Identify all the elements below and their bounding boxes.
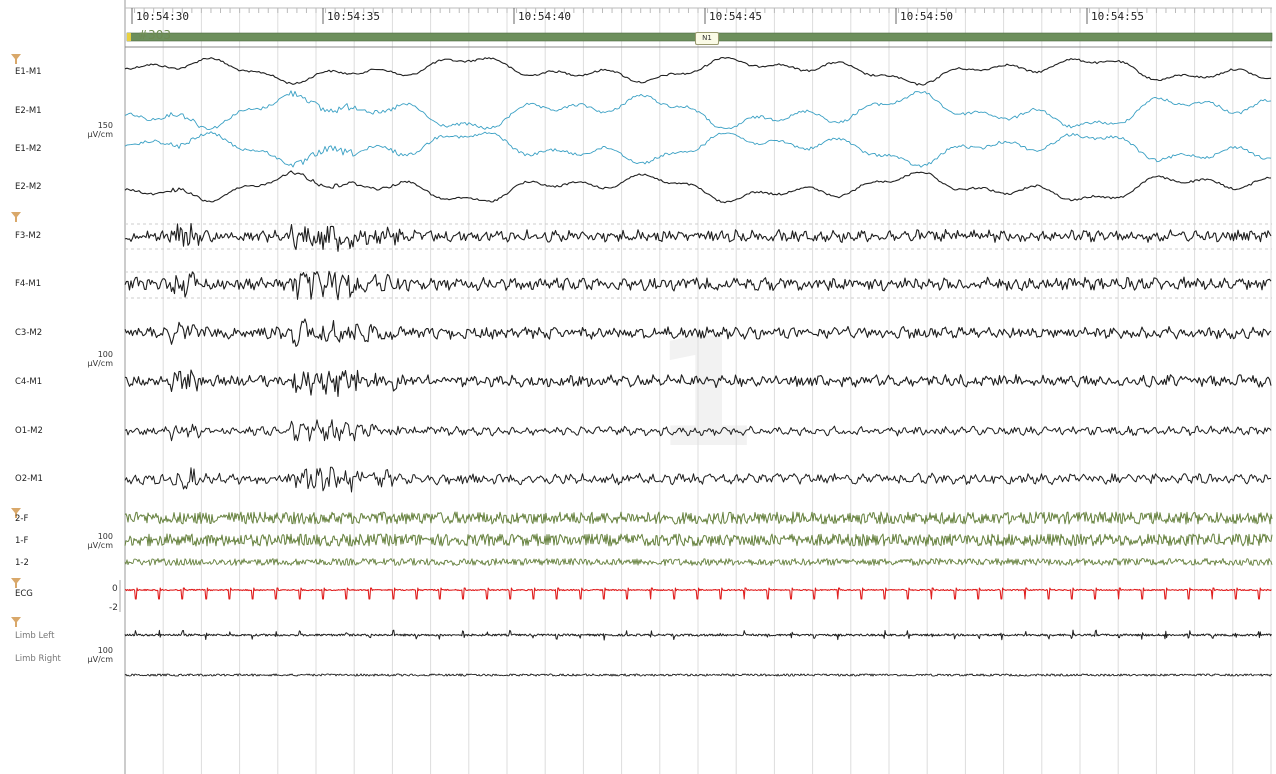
time-label: 10:54:45 (709, 10, 762, 23)
trace-chin-1f (124, 533, 1273, 547)
channel-label-chin-1f[interactable]: 1-F (15, 536, 29, 546)
trace-limb-left (124, 629, 1272, 641)
channel-label-chin-2f[interactable]: 2-F (15, 514, 29, 524)
channel-label-c3-m2[interactable]: C3-M2 (15, 328, 43, 338)
trace-ecg (125, 587, 1272, 600)
channel-label-f4-m1[interactable]: F4-M1 (15, 279, 42, 289)
signal-traces (124, 56, 1273, 677)
channel-label-ecg[interactable]: ECG (15, 589, 33, 599)
trace-chin-12 (124, 558, 1273, 566)
filter-icon[interactable] (11, 212, 21, 222)
trace-e2-m1 (124, 90, 1272, 131)
channel-label-e1-m1[interactable]: E1-M1 (15, 67, 42, 77)
scale-label-eeg: 100 µV/cm (87, 350, 113, 368)
trace-o1-m2 (124, 419, 1272, 442)
channel-label-f3-m2[interactable]: F3-M2 (15, 231, 42, 241)
time-label: 10:54:50 (900, 10, 953, 23)
channel-label-o2-m1[interactable]: O2-M1 (15, 474, 43, 484)
channel-label-c4-m1[interactable]: C4-M1 (15, 377, 43, 387)
channel-label-o1-m2[interactable]: O1-M2 (15, 426, 43, 436)
trace-o2-m1 (124, 466, 1272, 493)
channel-label-chin-12[interactable]: 1-2 (15, 558, 29, 568)
time-label: 10:54:35 (327, 10, 380, 23)
channel-label-e2-m1[interactable]: E2-M1 (15, 106, 42, 116)
time-label: 10:54:55 (1091, 10, 1144, 23)
trace-c3-m2 (124, 318, 1272, 347)
axes (119, 0, 1272, 774)
filter-icon[interactable] (11, 508, 21, 518)
stage-watermark: 1 (653, 307, 757, 481)
time-label: 10:54:30 (136, 10, 189, 23)
trace-c4-m1 (124, 369, 1272, 397)
scale-label-eog: 150 µV/cm (87, 121, 113, 139)
scale-label-limb: 100 µV/cm (87, 646, 113, 664)
trace-limb-right (124, 673, 1273, 677)
trace-f3-m2 (124, 222, 1272, 252)
scale-label-emg: 100 µV/cm (87, 532, 113, 550)
trace-e2-m2 (124, 170, 1272, 204)
filter-icon[interactable] (11, 578, 21, 588)
channel-label-limb-right[interactable]: Limb Right (15, 654, 61, 664)
trace-e1-m2 (124, 131, 1272, 168)
channel-label-limb-left[interactable]: Limb Left (15, 631, 55, 641)
trace-chin-2f (124, 511, 1273, 525)
trace-f4-m1 (124, 270, 1272, 301)
channel-label-e2-m2[interactable]: E2-M2 (15, 182, 42, 192)
time-label: 10:54:40 (518, 10, 571, 23)
epoch-cursor (127, 33, 131, 41)
trace-e1-m1 (124, 56, 1272, 86)
filter-icon[interactable] (11, 54, 21, 64)
ecg-scale-zero: 0 (112, 584, 118, 594)
filter-icon[interactable] (11, 617, 21, 627)
grid-lines (162, 8, 1272, 774)
ecg-scale-minus: -2 (109, 603, 118, 613)
epoch-number: #303 (138, 28, 171, 42)
channel-label-e1-m2[interactable]: E1-M2 (15, 144, 42, 154)
sleep-stage-badge[interactable]: N1 (695, 32, 719, 45)
